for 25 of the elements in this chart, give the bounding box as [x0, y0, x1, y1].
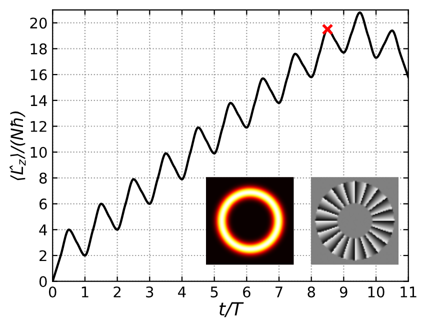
x-tick-label: 0 — [48, 286, 56, 298]
y-tick-label: 16 — [30, 69, 47, 80]
y-tick-label: 10 — [30, 146, 47, 158]
y-tick-label: 8 — [39, 172, 47, 184]
y-tick-label: 14 — [30, 95, 47, 106]
y-tick-label: 6 — [40, 198, 47, 210]
x-axis-title: t/T — [220, 302, 244, 318]
y-tick-label: 18 — [30, 43, 47, 54]
y-tick-label: 4 — [39, 224, 47, 236]
x-tick-label: 11 — [400, 286, 416, 298]
x-tick-label: 7 — [276, 286, 282, 298]
x-tick-label: 10 — [368, 286, 384, 298]
y-tick-label: 2 — [40, 250, 46, 262]
x-tick-label: 5 — [210, 286, 218, 298]
x-tick-label: 4 — [178, 286, 186, 298]
x-tick-label: 9 — [340, 286, 348, 298]
y-tick-label: 0 — [39, 276, 47, 288]
y-tick-label: 12 — [30, 120, 46, 132]
y-tick-label: 20 — [30, 18, 47, 29]
x-tick-label: 6 — [243, 286, 250, 298]
y-axis-title: ⟨L̂$_{z}$⟩/(Nħ) — [10, 112, 26, 180]
x-tick-label: 3 — [146, 286, 154, 298]
x-tick-label: 8 — [308, 286, 315, 298]
x-tick-label: 2 — [114, 286, 120, 298]
x-tick-label: 1 — [82, 286, 88, 298]
